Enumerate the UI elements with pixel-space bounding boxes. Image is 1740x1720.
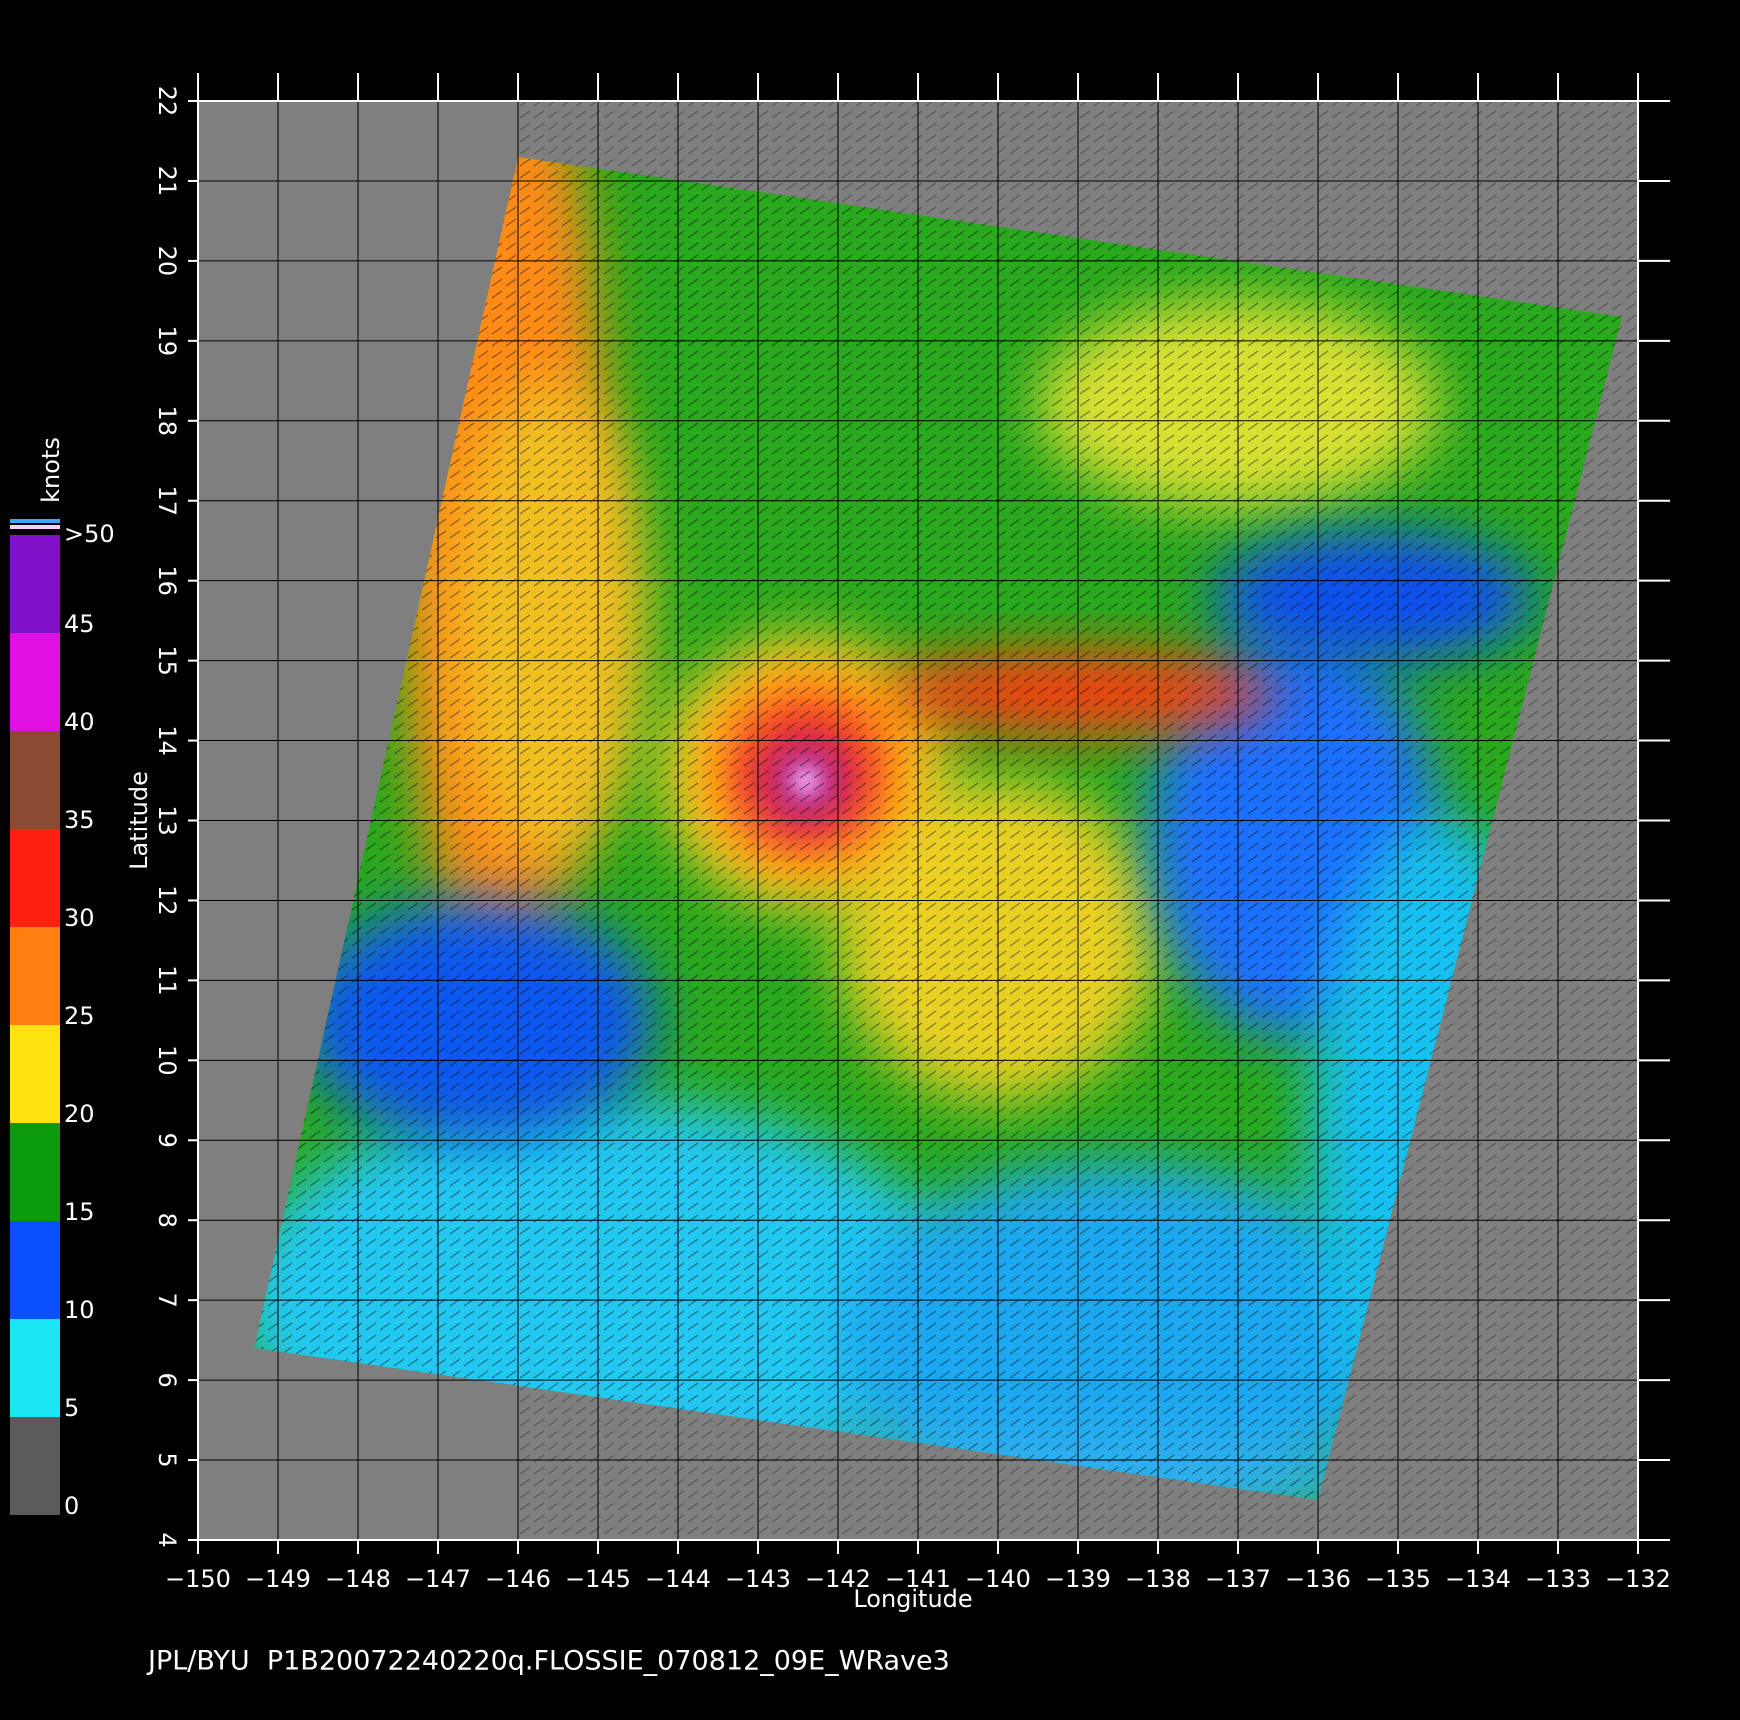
x-tick-label: −133 [1525,1565,1591,1593]
x-tick-label: −139 [1045,1565,1111,1593]
x-tick-label: −132 [1605,1565,1671,1593]
colorbar-segment [10,1319,60,1417]
colorbar-label: 25 [64,1002,95,1030]
colorbar-top [10,519,60,523]
x-tick-label: −141 [885,1565,951,1593]
y-tick-label: 19 [153,326,181,357]
x-tick-label: −136 [1285,1565,1351,1593]
y-tick-label: 4 [153,1532,181,1547]
colorbar-segment [10,1123,60,1221]
y-tick-label: 14 [153,725,181,756]
x-axis-label: Longitude [853,1585,972,1613]
colorbar-label: 5 [64,1394,79,1422]
x-tick-label: −147 [405,1565,471,1593]
y-tick-label: 16 [153,565,181,596]
colorbar-label: 10 [64,1296,95,1324]
colorbar-segment [10,1221,60,1319]
plot-frame [197,100,1639,1541]
y-tick-label: 13 [153,805,181,836]
y-tick-label: 6 [153,1372,181,1387]
y-tick-label: 8 [153,1213,181,1228]
x-tick-label: −140 [965,1565,1031,1593]
x-tick-label: −135 [1365,1565,1431,1593]
x-tick-label: −143 [725,1565,791,1593]
y-tick-label: 15 [153,645,181,676]
colorbar-label: 0 [64,1492,79,1520]
colorbar-label: >50 [64,520,115,548]
y-tick-label: 5 [153,1452,181,1467]
colorbar-label: 30 [64,904,95,932]
x-tick-label: −137 [1205,1565,1271,1593]
colorbar-segment [10,829,60,927]
colorbar-label: 20 [64,1100,95,1128]
colorbar-segment [10,633,60,731]
x-tick-label: −134 [1445,1565,1511,1593]
colorbar-segment [10,731,60,829]
y-axis-label: Latitude [125,771,153,870]
colorbar-segment [10,927,60,1025]
colorbar-segment [10,1417,60,1515]
y-tick-label: 18 [153,406,181,437]
x-tick-label: −144 [645,1565,711,1593]
map: −150 −149 −148 −147 −146 −145 −144 −143 −142 −141… [10,73,1671,1613]
y-tick-label: 11 [153,965,181,996]
colorbar-segment [10,535,60,633]
colorbar-title: knots [37,437,65,503]
x-tick-label: −148 [325,1565,391,1593]
colorbar-label: 35 [64,806,95,834]
colorbar-segment [10,1025,60,1123]
x-tick-label: −150 [165,1565,231,1593]
colorbar-top [10,525,60,529]
x-tick-label: −146 [485,1565,551,1593]
y-tick-label: 17 [153,485,181,516]
y-tick-label: 20 [153,246,181,277]
x-tick-label: −149 [245,1565,311,1593]
colorbar-label: 45 [64,610,95,638]
footer: JPL/BYU P1B20072240220q.FLOSSIE_070812_0… [146,1646,950,1677]
y-tick-label: 21 [153,166,181,197]
x-tick-label: −142 [805,1565,871,1593]
x-tick-label: −138 [1125,1565,1191,1593]
x-tick-label: −145 [565,1565,631,1593]
y-tick-label: 22 [153,86,181,117]
y-tick-label: 12 [153,885,181,916]
colorbar-label: 15 [64,1198,95,1226]
y-tick-label: 9 [153,1133,181,1148]
colorbar-label: 40 [64,708,95,736]
y-tick-label: 7 [153,1293,181,1308]
y-tick-label: 10 [153,1045,181,1076]
